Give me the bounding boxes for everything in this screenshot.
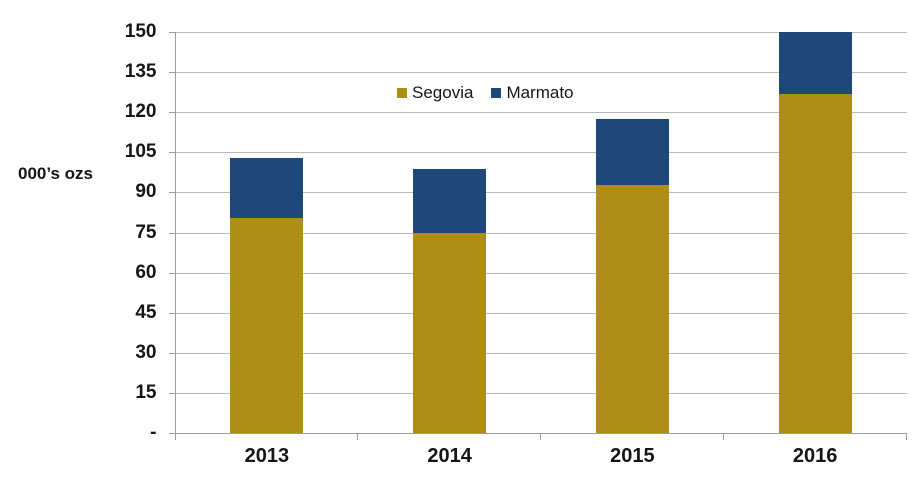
y-tick-label-75: 75 xyxy=(135,221,157,243)
x-label-2016: 2016 xyxy=(792,445,838,467)
y-tick-label-60: 60 xyxy=(135,261,157,283)
x-tick-3 xyxy=(722,434,724,440)
x-tick-1 xyxy=(357,434,359,440)
legend-item-marmato: Marmato xyxy=(491,83,574,102)
y-tick-label-120: 120 xyxy=(124,101,157,123)
y-tick-30 xyxy=(168,352,176,354)
gridline-105 xyxy=(175,152,907,154)
gridline-15 xyxy=(175,392,907,394)
gridline-120 xyxy=(175,112,907,114)
y-tick-120 xyxy=(168,112,176,114)
bar-segovia-2013 xyxy=(230,218,304,433)
x-axis-line xyxy=(174,433,907,434)
bar-marmato-2015 xyxy=(595,119,669,185)
y-tick-15 xyxy=(168,392,176,394)
y-tick-label-0: - xyxy=(150,422,157,443)
legend-label-marmato: Marmato xyxy=(506,83,574,102)
legend-item-segovia: Segovia xyxy=(397,84,473,102)
y-tick-135 xyxy=(168,72,176,74)
gridline-75 xyxy=(175,232,907,234)
legend-label-segovia: Segovia xyxy=(412,83,474,102)
gridline-150 xyxy=(175,32,907,33)
y-tick-label-90: 90 xyxy=(135,181,157,203)
x-label-2013: 2013 xyxy=(244,445,290,467)
bar-marmato-2013 xyxy=(230,158,304,219)
x-label-2014: 2014 xyxy=(427,445,472,467)
y-tick-60 xyxy=(168,272,176,274)
y-axis-title: 000’s ozs xyxy=(18,164,93,183)
marmato-swatch-icon xyxy=(491,88,502,98)
legend: Segovia Marmato xyxy=(397,84,574,102)
gridline-60 xyxy=(175,272,907,274)
x-tick-2 xyxy=(540,434,541,440)
y-tick-label-135: 135 xyxy=(124,61,157,83)
x-tick-0 xyxy=(174,434,176,440)
gridline-30 xyxy=(175,352,907,354)
bar-segovia-2015 xyxy=(595,184,669,433)
gridline-135 xyxy=(175,72,907,74)
y-tick-90 xyxy=(168,192,176,194)
x-label-2015: 2015 xyxy=(610,445,655,467)
gridline-90 xyxy=(175,192,907,194)
y-tick-0 xyxy=(168,433,176,434)
bar-segovia-2014 xyxy=(413,233,487,433)
y-axis-line xyxy=(174,32,176,434)
y-tick-label-15: 15 xyxy=(135,381,157,403)
gridline-45 xyxy=(175,312,907,314)
y-tick-label-30: 30 xyxy=(135,341,157,363)
y-tick-150 xyxy=(168,32,176,33)
y-tick-label-105: 105 xyxy=(124,141,157,163)
segovia-swatch-icon xyxy=(397,88,407,98)
y-tick-105 xyxy=(168,152,176,154)
bar-marmato-2014 xyxy=(413,169,487,234)
y-tick-75 xyxy=(168,232,176,234)
x-tick-4 xyxy=(905,434,907,440)
y-tick-label-150: 150 xyxy=(124,21,157,42)
bar-segovia-2016 xyxy=(778,94,852,433)
y-tick-45 xyxy=(168,312,176,314)
y-tick-label-45: 45 xyxy=(135,301,157,323)
bar-marmato-2016 xyxy=(778,32,852,95)
